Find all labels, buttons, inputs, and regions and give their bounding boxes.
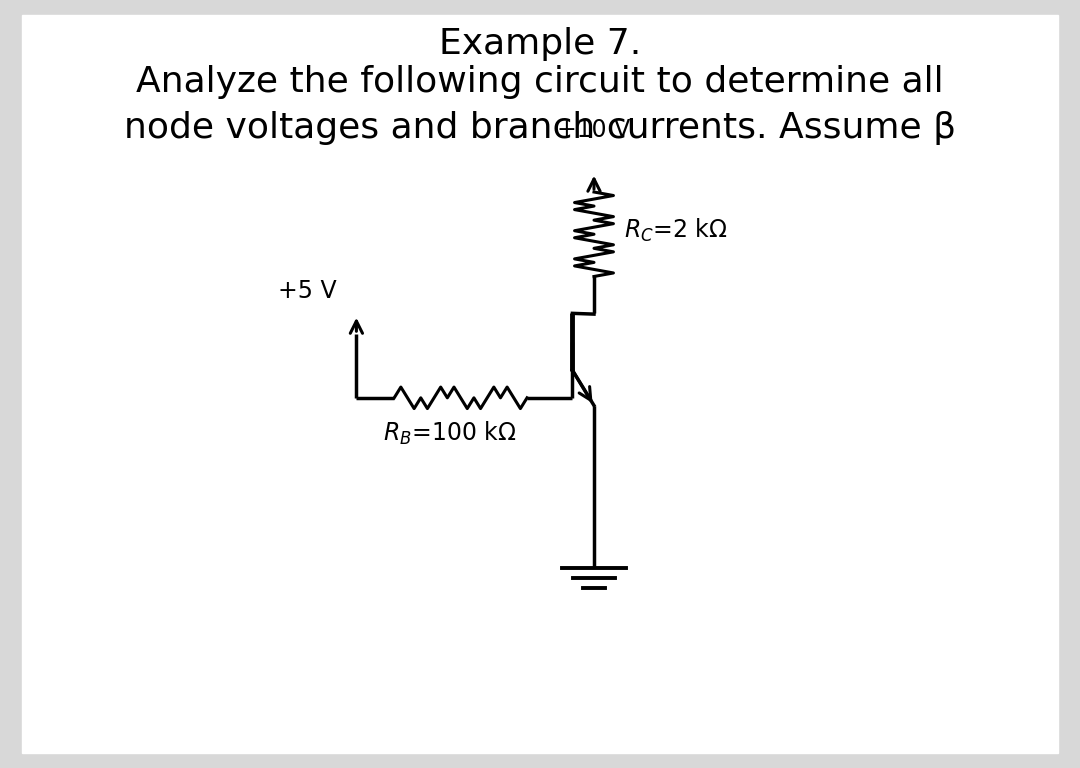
Text: Analyze the following circuit to determine all: Analyze the following circuit to determi… bbox=[136, 65, 944, 99]
Text: $R_B$=100 k$\Omega$: $R_B$=100 k$\Omega$ bbox=[383, 419, 516, 446]
Text: $R_C$=2 k$\Omega$: $R_C$=2 k$\Omega$ bbox=[624, 217, 728, 244]
Text: node voltages and branch currents. Assume β: node voltages and branch currents. Assum… bbox=[124, 111, 956, 145]
Text: +5 V: +5 V bbox=[279, 280, 337, 303]
Text: Example 7.: Example 7. bbox=[438, 27, 642, 61]
Text: +10 V: +10 V bbox=[557, 118, 631, 142]
